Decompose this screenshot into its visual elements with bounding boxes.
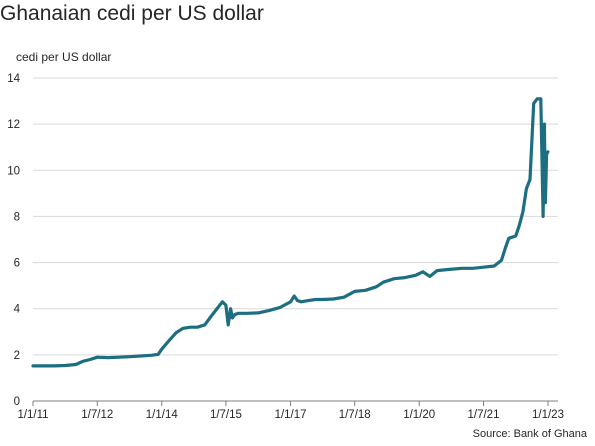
x-tick-label: 1/7/15 (210, 409, 242, 421)
x-tick-label: 1/1/20 (403, 409, 435, 421)
y-axis-label: cedi per US dollar (16, 50, 112, 64)
x-tick-label: 1/1/14 (146, 409, 179, 421)
y-tick-label: 8 (14, 211, 20, 223)
y-tick-label: 6 (14, 258, 20, 270)
x-tick-label: 1/1/17 (275, 409, 307, 421)
y-tick-label: 10 (7, 165, 20, 177)
y-tick-label: 14 (7, 73, 20, 85)
x-tick-label: 1/1/23 (532, 409, 564, 421)
y-tick-label: 2 (14, 350, 20, 362)
x-tick-label: 1/7/12 (81, 409, 113, 421)
y-tick-label: 12 (7, 119, 20, 131)
x-tick-label: 1/7/18 (339, 409, 371, 421)
x-tick-label: 1/1/11 (17, 409, 48, 421)
x-axis-ticks: 1/1/11 1/7/12 1/1/14 1/7/15 1/1/17 1/7/18 1/1/… (17, 401, 564, 421)
grid-lines (33, 77, 558, 356)
series-line (31, 97, 550, 368)
source-note: Source: Bank of Ghana (472, 428, 587, 440)
y-tick-label: 4 (14, 304, 21, 316)
chart-title: Ghanaian cedi per US dollar (0, 2, 264, 25)
y-axis-ticks: 0 2 4 6 8 10 12 14 (7, 73, 20, 408)
y-tick-label: 0 (14, 396, 20, 408)
x-tick-label: 1/7/21 (468, 409, 500, 421)
